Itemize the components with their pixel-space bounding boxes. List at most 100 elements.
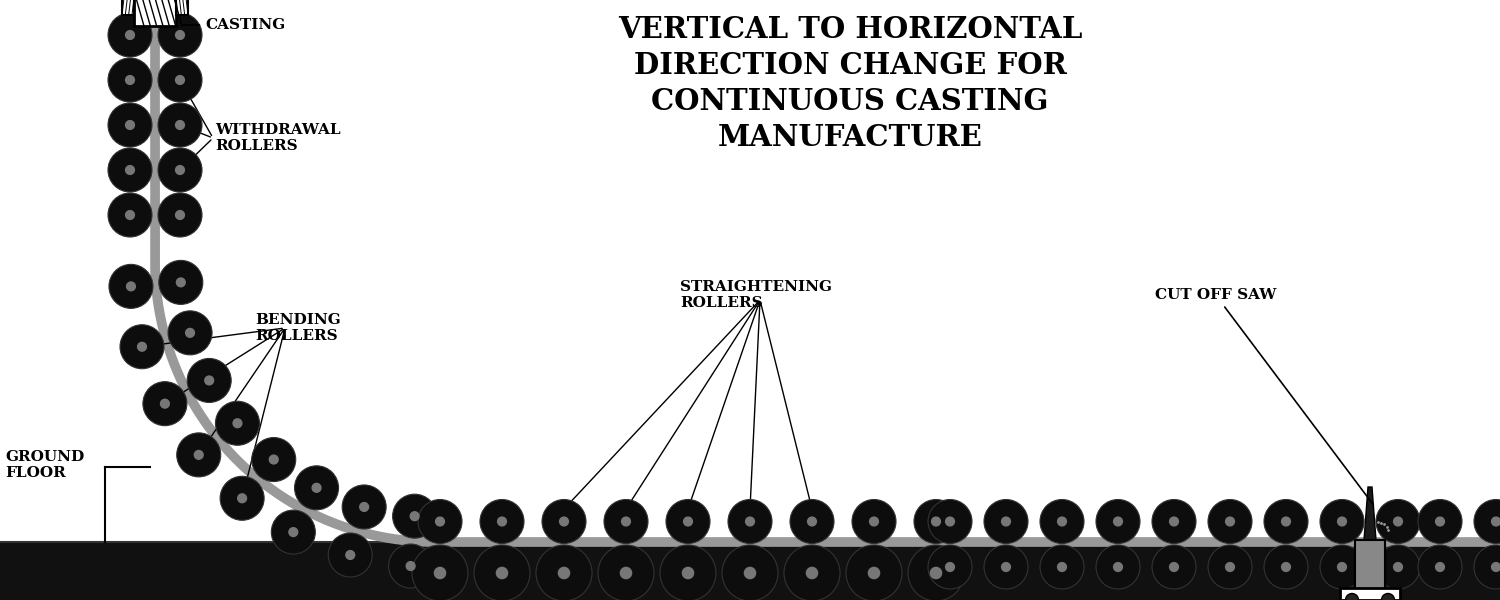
Circle shape [1264,545,1308,589]
Circle shape [346,551,354,559]
Circle shape [744,568,756,578]
Circle shape [1002,563,1011,571]
Circle shape [1170,517,1179,526]
Circle shape [290,527,297,536]
Circle shape [1320,499,1364,544]
Circle shape [406,562,416,571]
Circle shape [1226,517,1234,526]
Circle shape [1394,563,1402,571]
Circle shape [984,499,1028,544]
Circle shape [158,193,203,237]
Circle shape [177,433,220,477]
Circle shape [108,13,152,57]
Circle shape [126,166,135,175]
Circle shape [728,499,772,544]
Circle shape [138,343,147,351]
Bar [176,0,188,15]
Circle shape [120,325,164,369]
Circle shape [126,31,135,40]
Circle shape [807,517,816,526]
Circle shape [237,494,246,503]
Circle shape [928,545,972,589]
Text: GROUND
FLOOR: GROUND FLOOR [4,450,84,480]
Circle shape [272,510,315,554]
Circle shape [176,211,184,220]
Circle shape [177,278,184,287]
Circle shape [160,399,170,408]
Circle shape [1418,545,1462,589]
Circle shape [435,568,445,578]
Circle shape [328,533,372,577]
Circle shape [480,499,524,544]
Circle shape [1338,563,1347,571]
Circle shape [868,568,879,578]
Circle shape [360,503,369,511]
Bar [122,0,134,15]
Circle shape [558,568,570,578]
Circle shape [598,545,654,600]
Circle shape [388,544,432,588]
Circle shape [846,545,901,600]
Circle shape [852,499,895,544]
Circle shape [176,121,184,130]
Circle shape [1346,593,1359,600]
Circle shape [1491,517,1500,526]
Circle shape [158,58,203,102]
Circle shape [216,401,260,445]
Circle shape [1058,517,1066,526]
Circle shape [722,545,778,600]
Bar [1340,588,1400,600]
Circle shape [914,499,958,544]
Bar [1354,540,1384,590]
Circle shape [108,58,152,102]
Text: CASTING: CASTING [183,18,285,32]
Circle shape [560,517,568,526]
Circle shape [1474,499,1500,544]
Circle shape [928,499,972,544]
Polygon shape [1364,487,1376,540]
Circle shape [684,517,693,526]
Circle shape [186,328,195,337]
Circle shape [126,121,135,130]
Circle shape [784,545,840,600]
Text: WITHDRAWAL
ROLLERS: WITHDRAWAL ROLLERS [214,123,340,153]
Circle shape [1208,545,1252,589]
Text: CUT OFF SAW: CUT OFF SAW [1155,288,1374,505]
Text: VERTICAL TO HORIZONTAL
DIRECTION CHANGE FOR
CONTINUOUS CASTING
MANUFACTURE: VERTICAL TO HORIZONTAL DIRECTION CHANGE … [618,15,1082,152]
Circle shape [1418,499,1462,544]
Circle shape [1382,593,1395,600]
Circle shape [790,499,834,544]
Circle shape [621,517,630,526]
Circle shape [498,517,507,526]
Circle shape [294,466,339,510]
Circle shape [1436,517,1444,526]
Circle shape [666,499,710,544]
Circle shape [1226,563,1234,571]
Circle shape [807,568,818,578]
Circle shape [158,103,203,147]
Circle shape [142,382,188,425]
Circle shape [176,31,184,40]
Circle shape [108,148,152,192]
Circle shape [220,476,264,520]
Circle shape [188,358,231,403]
Circle shape [1281,563,1290,571]
Circle shape [536,545,592,600]
Circle shape [1096,499,1140,544]
Text: BENDING
ROLLERS: BENDING ROLLERS [255,313,340,343]
Circle shape [1152,499,1196,544]
Circle shape [1281,517,1290,526]
Circle shape [1002,517,1011,526]
Circle shape [126,211,135,220]
Circle shape [1058,563,1066,571]
Circle shape [604,499,648,544]
Circle shape [1152,545,1196,589]
Circle shape [108,103,152,147]
Circle shape [126,76,135,85]
Circle shape [496,568,507,578]
Circle shape [870,517,879,526]
Circle shape [176,166,184,175]
Circle shape [195,451,202,459]
Circle shape [312,484,321,492]
Circle shape [126,282,135,291]
